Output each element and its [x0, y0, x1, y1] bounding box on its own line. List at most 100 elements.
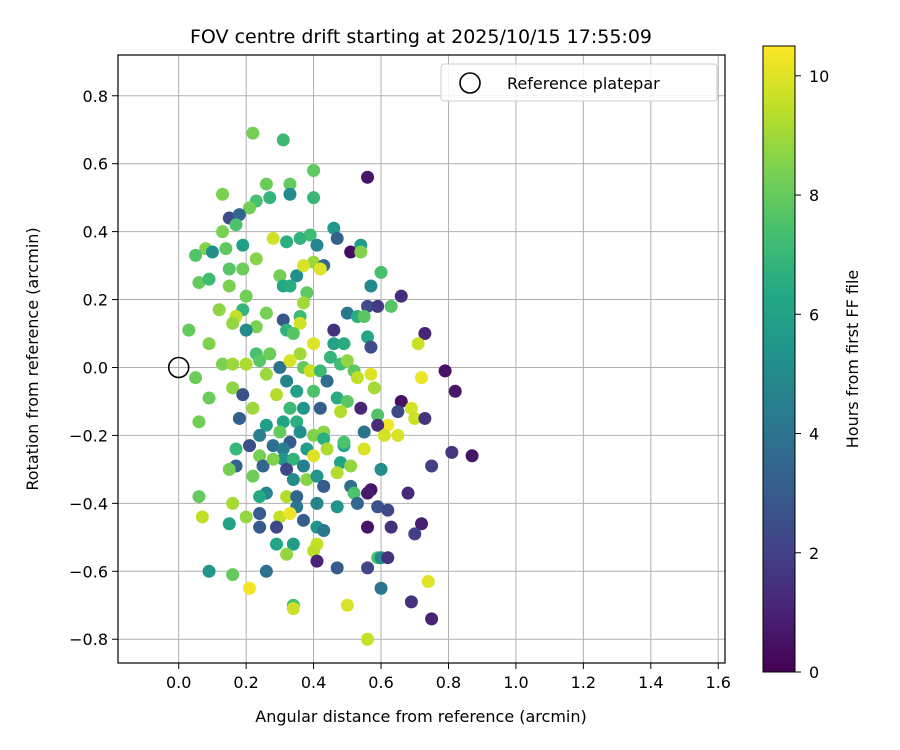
data-point [330, 466, 344, 480]
data-point [307, 337, 321, 351]
data-point [253, 354, 267, 368]
data-point [266, 439, 280, 453]
plot-frame [117, 54, 726, 664]
data-point [259, 564, 273, 578]
data-point [357, 425, 371, 439]
legend-box [440, 63, 718, 102]
y-axis-title: Rotation from reference (arcmin) [23, 227, 42, 490]
data-point [320, 374, 334, 388]
data-point [394, 289, 408, 303]
data-point [418, 327, 432, 341]
colorbar-tick-label: 0 [809, 663, 819, 682]
data-point [283, 279, 297, 293]
data-point [253, 428, 267, 442]
data-point [300, 286, 314, 300]
data-point [334, 405, 348, 419]
data-point [232, 411, 246, 425]
data-point [307, 191, 321, 205]
x-tick-label: 1.4 [638, 673, 663, 692]
x-tick-label: 1.0 [503, 673, 528, 692]
data-point [361, 632, 375, 646]
data-point [216, 357, 230, 371]
data-point [307, 163, 321, 177]
data-point [337, 435, 351, 449]
data-point [320, 442, 334, 456]
data-point [307, 449, 321, 463]
data-point [253, 449, 267, 463]
data-point [327, 323, 341, 337]
data-point [371, 299, 385, 313]
x-tick-label: 0.8 [436, 673, 461, 692]
data-point [381, 503, 395, 517]
data-point [283, 354, 297, 368]
y-tick-label: −0.8 [69, 630, 108, 649]
data-point [222, 462, 236, 476]
x-tick-label: 0.0 [166, 673, 191, 692]
data-point [344, 245, 358, 259]
data-point [283, 187, 297, 201]
data-point [276, 442, 290, 456]
data-point [418, 411, 432, 425]
data-point [296, 513, 310, 527]
x-tick-label: 0.2 [233, 673, 258, 692]
y-tick-label: 0.4 [83, 223, 108, 242]
x-axis-ticks: 0.0 0.2 0.4 0.6 0.8 1.0 1.2 1.4 1.6 [166, 663, 731, 692]
y-axis-ticks: 0.8 0.6 0.4 0.2 0.0 −0.2 −0.4 −0.6 −0.8 [69, 87, 118, 649]
data-point [374, 462, 388, 476]
data-point [216, 187, 230, 201]
data-point [415, 517, 428, 531]
data-point [374, 581, 388, 595]
data-point [263, 347, 277, 361]
data-point [253, 507, 267, 521]
data-point [293, 231, 307, 245]
data-point [303, 364, 317, 378]
x-tick-label: 1.6 [706, 673, 731, 692]
data-point [269, 537, 283, 551]
colorbar: 0 2 4 6 8 10 Hours from first FF file [762, 45, 862, 682]
data-point [361, 486, 375, 500]
data-point [202, 272, 216, 286]
data-point [222, 517, 236, 531]
data-point [259, 418, 273, 432]
x-tick-label: 0.6 [368, 673, 393, 692]
data-point [448, 384, 462, 398]
data-point [246, 126, 260, 140]
data-point [361, 299, 375, 313]
data-point [307, 428, 321, 442]
data-point [347, 486, 361, 500]
data-point [202, 564, 216, 578]
y-tick-label: 0.0 [83, 358, 108, 377]
data-point [408, 411, 422, 425]
data-point [286, 537, 300, 551]
y-tick-label: 0.8 [83, 87, 108, 106]
data-point [202, 391, 216, 405]
data-point [303, 228, 317, 242]
data-point [327, 221, 341, 235]
data-point [330, 561, 344, 575]
data-point [310, 238, 324, 252]
data-point [334, 456, 348, 470]
data-point [246, 401, 260, 415]
data-point [307, 384, 321, 398]
colorbar-tick-label: 8 [809, 186, 819, 205]
data-point [317, 479, 331, 493]
data-point [243, 581, 257, 595]
data-point [296, 459, 310, 473]
data-point [192, 276, 206, 290]
data-point [290, 384, 304, 398]
data-point [415, 371, 428, 385]
y-tick-label: 0.2 [83, 291, 108, 310]
data-point [276, 452, 290, 466]
data-point [273, 360, 287, 374]
data-point [384, 520, 398, 534]
data-points [182, 126, 479, 646]
data-point [293, 425, 307, 439]
data-point [276, 415, 290, 429]
data-point [344, 459, 358, 473]
colorbar-tick-label: 2 [809, 544, 819, 563]
data-point [273, 269, 287, 283]
data-point [226, 568, 240, 582]
data-point [276, 133, 290, 147]
data-point [189, 371, 203, 385]
data-point [361, 330, 375, 344]
